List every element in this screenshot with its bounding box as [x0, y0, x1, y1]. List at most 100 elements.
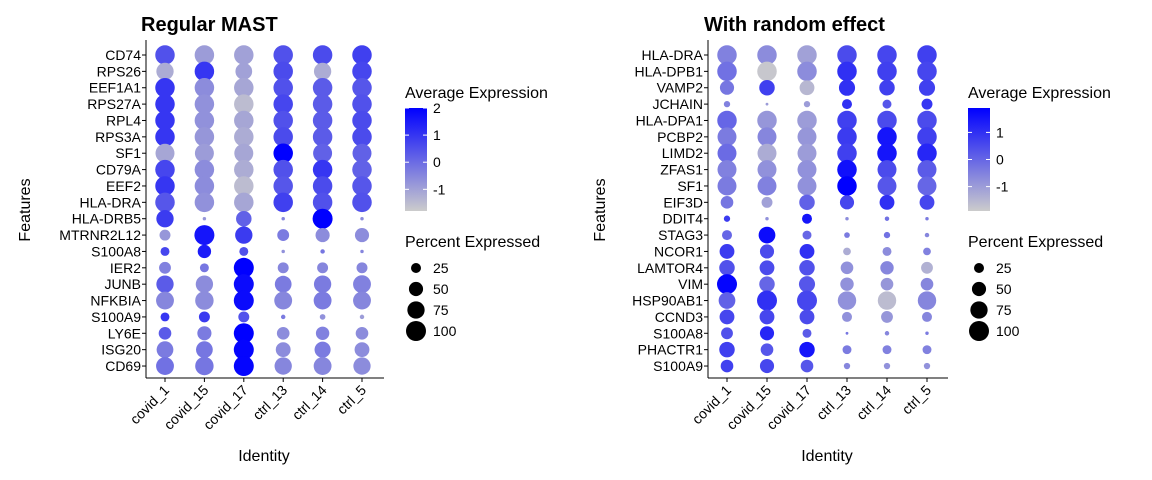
dot: [758, 127, 777, 146]
y-tick-label: HLA-DPA1: [636, 112, 704, 128]
dot: [314, 276, 331, 293]
y-tick-label: ZFAS1: [660, 162, 703, 178]
dot: [925, 217, 928, 220]
dot: [200, 263, 209, 272]
color-legend-label: -1: [996, 179, 1009, 195]
dot: [724, 101, 730, 107]
y-tick-label: CCND3: [655, 309, 703, 325]
dot: [235, 226, 252, 243]
dot: [881, 311, 893, 323]
dot: [355, 228, 369, 242]
y-tick-label: CD69: [105, 358, 141, 374]
y-tick-label: PCBP2: [657, 129, 703, 145]
x-tick-label: covid_17: [763, 382, 814, 433]
dot: [880, 195, 895, 210]
y-tick-labels: CD74RPS26EEF1A1RPS27ARPL4RPS3ASF1CD79AEE…: [59, 47, 146, 374]
dot: [917, 62, 937, 82]
dot: [921, 262, 933, 274]
dot: [878, 291, 896, 309]
y-tick-label: EIF3D: [663, 194, 703, 210]
dot: [159, 262, 171, 274]
size-legend-label: 25: [433, 260, 449, 276]
dot: [759, 276, 775, 292]
dot: [840, 277, 853, 290]
dot: [922, 99, 933, 110]
dot: [797, 291, 817, 311]
dot: [878, 160, 897, 179]
dot: [198, 245, 211, 258]
dot: [840, 195, 854, 209]
dot: [273, 193, 293, 213]
dot: [797, 62, 817, 82]
dot: [197, 326, 211, 340]
dot: [799, 342, 815, 358]
y-tick-label: LIMD2: [662, 145, 703, 161]
y-tick-label: HSP90AB1: [632, 293, 703, 309]
dot: [844, 232, 850, 238]
dot: [800, 80, 815, 95]
dot: [281, 250, 284, 253]
dot: [721, 196, 734, 209]
dot: [360, 217, 363, 220]
dot: [352, 193, 372, 213]
dot: [878, 176, 897, 195]
dot: [276, 342, 291, 357]
x-axis-title: Identity: [801, 448, 853, 465]
color-legend-label: 1: [996, 124, 1004, 140]
dot: [883, 247, 892, 256]
dot: [234, 291, 254, 311]
dot: [845, 217, 848, 220]
y-tick-label: HLA-DRA: [80, 194, 142, 210]
y-tick-label: EEF1A1: [89, 80, 141, 96]
dot: [195, 193, 215, 213]
y-tick-label: MTRNR2L12: [59, 227, 141, 243]
dot: [844, 363, 850, 369]
x-tick-label: ctrl_5: [899, 382, 935, 418]
dot: [720, 81, 734, 95]
dot: [277, 327, 290, 340]
size-legend-title: Percent Expressed: [968, 234, 1103, 251]
y-tick-label: S100A9: [91, 309, 141, 325]
size-legend-dot: [974, 263, 984, 273]
dot: [155, 127, 175, 147]
dot: [885, 216, 889, 220]
size-legend-dot: [969, 321, 989, 341]
size-legend-dot: [409, 282, 423, 296]
dot: [234, 45, 254, 65]
dot: [760, 359, 774, 373]
dot: [357, 262, 368, 273]
dot: [841, 261, 854, 274]
dot: [801, 360, 814, 373]
dot: [356, 327, 369, 340]
dot: [799, 260, 815, 276]
dot: [837, 176, 857, 196]
y-tick-label: ISG20: [101, 342, 141, 358]
dot: [161, 312, 170, 321]
color-legend-label: 0: [433, 154, 441, 170]
dot: [313, 127, 333, 147]
size-legend-dot: [972, 282, 986, 296]
dot: [352, 127, 372, 147]
dot: [877, 143, 897, 163]
dot: [313, 209, 333, 229]
dot: [156, 292, 174, 310]
dot: [353, 275, 371, 293]
dot: [800, 244, 815, 259]
dot: [802, 214, 812, 224]
dot: [918, 176, 937, 195]
size-legend: 25 50 75 100: [969, 260, 1020, 341]
dot: [724, 216, 730, 222]
size-legend-dot: [411, 263, 421, 273]
dot: [155, 193, 175, 213]
dot: [800, 310, 815, 325]
dot: [717, 274, 737, 294]
dot: [721, 360, 734, 373]
dot: [919, 80, 935, 96]
dot: [156, 276, 173, 293]
size-legend-label: 75: [996, 302, 1012, 318]
y-tick-label: DDIT4: [663, 211, 704, 227]
dot: [757, 111, 777, 131]
dot: [719, 292, 736, 309]
dot: [759, 80, 775, 96]
